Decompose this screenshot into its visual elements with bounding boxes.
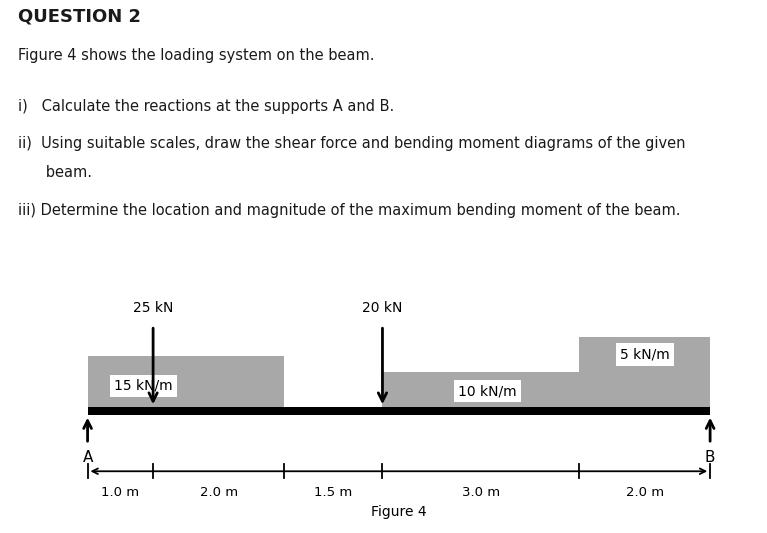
Text: 10 kN/m: 10 kN/m xyxy=(458,384,517,398)
Text: 1.0 m: 1.0 m xyxy=(101,486,140,499)
Text: 1.5 m: 1.5 m xyxy=(314,486,352,499)
Text: 20 kN: 20 kN xyxy=(362,301,403,314)
Text: iii) Determine the location and magnitude of the maximum bending moment of the b: iii) Determine the location and magnitud… xyxy=(18,203,681,217)
Text: A: A xyxy=(82,450,93,465)
Text: 15 kN/m: 15 kN/m xyxy=(114,379,173,393)
Text: Figure 4 shows the loading system on the beam.: Figure 4 shows the loading system on the… xyxy=(18,48,375,63)
Text: 5 kN/m: 5 kN/m xyxy=(620,348,670,361)
Bar xyxy=(579,337,710,372)
Text: 2.0 m: 2.0 m xyxy=(626,486,663,499)
Text: QUESTION 2: QUESTION 2 xyxy=(18,8,141,26)
Text: ii)  Using suitable scales, draw the shear force and bending moment diagrams of : ii) Using suitable scales, draw the shea… xyxy=(18,136,686,151)
Bar xyxy=(87,407,710,415)
Text: B: B xyxy=(705,450,716,465)
Bar xyxy=(383,372,710,407)
Bar xyxy=(87,357,284,407)
Text: beam.: beam. xyxy=(18,165,92,180)
Text: Figure 4: Figure 4 xyxy=(371,505,426,519)
Text: 2.0 m: 2.0 m xyxy=(199,486,238,499)
Text: i)   Calculate the reactions at the supports A and B.: i) Calculate the reactions at the suppor… xyxy=(18,99,394,114)
Text: 3.0 m: 3.0 m xyxy=(462,486,500,499)
Text: 25 kN: 25 kN xyxy=(133,301,173,314)
